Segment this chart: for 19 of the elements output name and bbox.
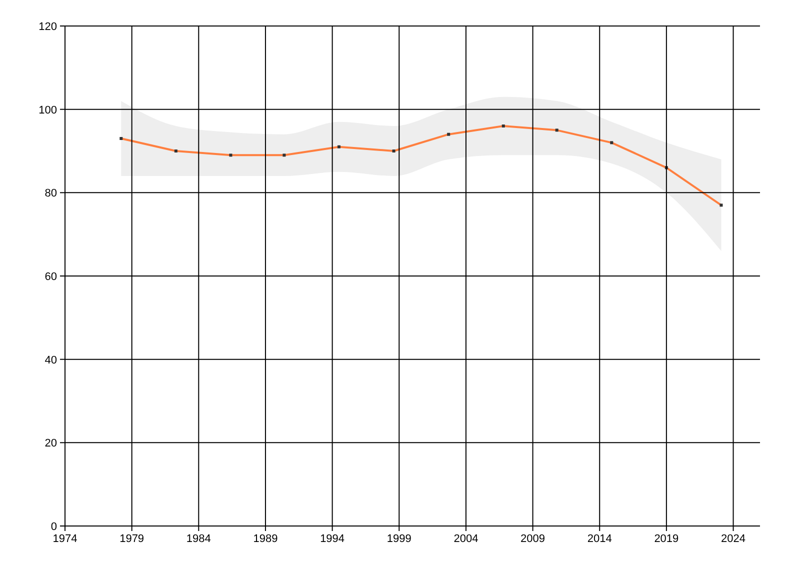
x-tick-label: 1999 — [386, 533, 412, 545]
x-tick-label: 1974 — [52, 533, 78, 545]
y-tick-label: 100 — [38, 104, 57, 116]
y-tick-label: 40 — [44, 354, 57, 366]
x-tick-label: 1979 — [120, 533, 144, 545]
y-tick-label: 120 — [38, 21, 57, 33]
y-tick-label: 0 — [50, 521, 57, 533]
y-tick-label: 20 — [44, 438, 57, 450]
y-tick-label: 60 — [44, 271, 57, 283]
x-tick-label: 1989 — [253, 533, 278, 545]
x-tick-label: 2019 — [654, 533, 679, 545]
x-tick-label: 2009 — [520, 533, 546, 545]
x-tick-label: 1984 — [186, 533, 211, 545]
x-tick-label: 2014 — [587, 533, 612, 545]
x-tick-label: 2024 — [721, 533, 746, 545]
line-series — [120, 124, 723, 207]
x-tick-label: 2004 — [454, 533, 478, 545]
x-tick-label: 1994 — [320, 533, 345, 545]
y-tick-label: 80 — [44, 188, 57, 200]
